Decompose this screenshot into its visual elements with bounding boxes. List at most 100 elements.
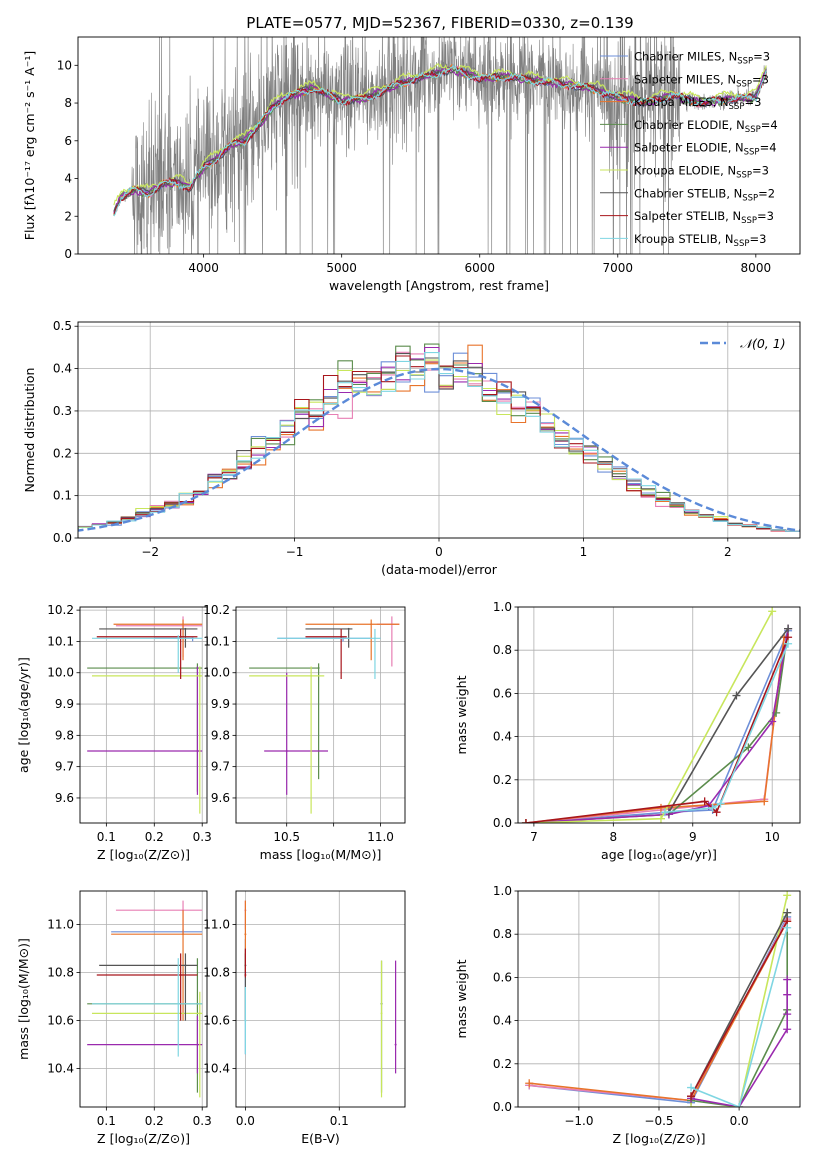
panel-0: 4000 5000 6000 7000 8000 0 2 4 6 8 10 wavelength [A… — [22, 36, 801, 293]
y-axis-label: mass weight — [454, 959, 469, 1038]
legend-sub: SSP — [741, 216, 757, 226]
data-point — [198, 674, 201, 677]
plus-marker — [783, 990, 792, 999]
legend-label: Salpeter ELODIE, N — [634, 141, 744, 155]
model-spectrum-line — [113, 67, 767, 213]
y-tick-label: 0.2 — [493, 773, 512, 787]
x-tick-label: 0.1 — [97, 830, 116, 844]
panel-3: 10.5 11.0 9.6 9.7 9.8 9.9 10.0 10.1 10.2 mass [lo… — [203, 603, 406, 862]
data-point — [184, 964, 187, 967]
legend-sub: SSP — [736, 171, 752, 181]
legend-entry: Salpeter MILES, NSSP=3 — [634, 72, 769, 89]
plus-marker — [708, 803, 717, 812]
y-tick-label: 9.7 — [55, 760, 74, 774]
x-axis-label: Z [log₁₀(Z/Z⊙)] — [97, 1131, 190, 1146]
x-tick-label: 0.2 — [145, 830, 164, 844]
plot-area — [113, 37, 767, 254]
panel-1: −2 −1 0 1 2 0.0 0.1 0.2 0.3 0.4 0.5 (data-model)/er… — [22, 319, 801, 577]
x-axis-label: Z [log₁₀(Z/Z⊙)] — [613, 1131, 706, 1146]
legend-sub: SSP — [734, 239, 750, 249]
y-axis-label: age [log₁₀(age/yr)] — [16, 657, 31, 773]
axes-frame — [77, 321, 801, 539]
y-tick-label: 0.8 — [493, 643, 512, 657]
legend-entry: Chabrier MILES, NSSP=3 — [634, 50, 770, 67]
x-tick-label: 0.0 — [236, 1114, 255, 1128]
y-tick-label: 0.0 — [493, 1100, 512, 1114]
x-axis-label: E(B-V) — [301, 1131, 340, 1146]
data-point — [317, 667, 320, 670]
data-point — [182, 933, 185, 936]
y-tick-label: 0.3 — [53, 404, 72, 418]
model-spectrum-line — [113, 64, 767, 217]
data-point — [370, 623, 373, 626]
x-tick-label: 10.5 — [273, 830, 300, 844]
legend-entry: Kroupa ELODIE, NSSP=3 — [634, 164, 769, 181]
legend-label: Chabrier MILES, N — [634, 50, 737, 64]
y-tick-label: 10.6 — [203, 1014, 230, 1028]
y-tick-label: 10.8 — [203, 966, 230, 980]
grid — [236, 891, 405, 1107]
data-point — [310, 674, 313, 677]
y-tick-label: 1.0 — [493, 600, 512, 614]
figure-title: PLATE=0577, MJD=52367, FIBERID=0330, z=0… — [246, 14, 633, 32]
y-tick-label: 0.4 — [53, 362, 72, 376]
legend-sub: SSP — [729, 102, 745, 112]
data-point — [182, 623, 185, 626]
x-tick-label: 0.1 — [330, 1114, 349, 1128]
y-axis-label: Normed distribution — [22, 368, 37, 493]
data-point — [177, 637, 180, 640]
plus-marker — [521, 819, 530, 823]
plus-marker — [783, 1010, 792, 1019]
x-tick-label: 2 — [724, 545, 732, 559]
data-point — [244, 1019, 247, 1022]
plus-marker — [784, 639, 793, 648]
y-tick-label: 0.2 — [493, 1057, 512, 1071]
legend-suffix: =3 — [744, 95, 761, 109]
plot-area — [87, 616, 203, 814]
legend-entry: Salpeter ELODIE, NSSP=4 — [634, 141, 777, 158]
axes-frame — [77, 36, 801, 255]
y-tick-label: 1.0 — [493, 884, 512, 898]
y-tick-label: 9.7 — [211, 760, 230, 774]
plus-marker — [784, 624, 793, 633]
data-point — [179, 635, 182, 638]
legend-sub: SSP — [745, 125, 761, 135]
legend-entry: Chabrier ELODIE, NSSP=4 — [634, 118, 778, 135]
legend-label: Kroupa STELIB, N — [634, 232, 734, 246]
y-tick-label: 10.8 — [47, 966, 74, 980]
y-tick-label: 6 — [64, 134, 72, 148]
plot-area — [87, 900, 203, 1098]
observed-spectrum-line — [113, 37, 767, 254]
plus-marker — [744, 743, 753, 752]
plot-area — [249, 616, 400, 814]
plus-marker — [783, 923, 792, 932]
mass-weight-line — [691, 895, 788, 1107]
y-tick-label: 0.1 — [53, 489, 72, 503]
y-axis-label: mass [log₁₀(M/M⊙)] — [16, 938, 31, 1060]
legend-suffix: =3 — [753, 50, 770, 64]
y-tick-label: 10.2 — [203, 603, 230, 617]
legend-label: Chabrier ELODIE, N — [634, 118, 745, 132]
y-tick-label: 10.4 — [203, 1062, 230, 1076]
panel-5: 0.1 0.2 0.3 10.4 10.6 10.8 11.0 Z [log₁₀(Z/Z⊙)]… — [16, 890, 212, 1146]
data-point — [244, 974, 247, 976]
legend-suffix: =3 — [749, 232, 766, 246]
x-tick-label: 7000 — [603, 261, 634, 275]
axes-frame — [79, 890, 208, 1108]
plus-marker — [660, 808, 669, 817]
data-point — [347, 627, 350, 630]
x-tick-label: 8 — [610, 830, 618, 844]
axis-ticks: 0.0 0.1 10.4 10.6 10.8 11.0 — [203, 918, 349, 1128]
y-axis-label: mass weight — [454, 675, 469, 754]
plus-marker — [525, 1079, 534, 1088]
legend-label: Salpeter STELIB, N — [634, 209, 741, 223]
x-tick-label: 0.3 — [193, 1114, 212, 1128]
y-tick-label: 9.9 — [211, 697, 230, 711]
legend-entry: 𝒩(0, 1) — [740, 336, 786, 351]
grid — [518, 890, 800, 1108]
y-tick-label: 0.0 — [53, 531, 72, 545]
mass-weight-line — [690, 920, 788, 1097]
x-tick-label: 10 — [765, 830, 780, 844]
plus-marker — [687, 1092, 696, 1101]
